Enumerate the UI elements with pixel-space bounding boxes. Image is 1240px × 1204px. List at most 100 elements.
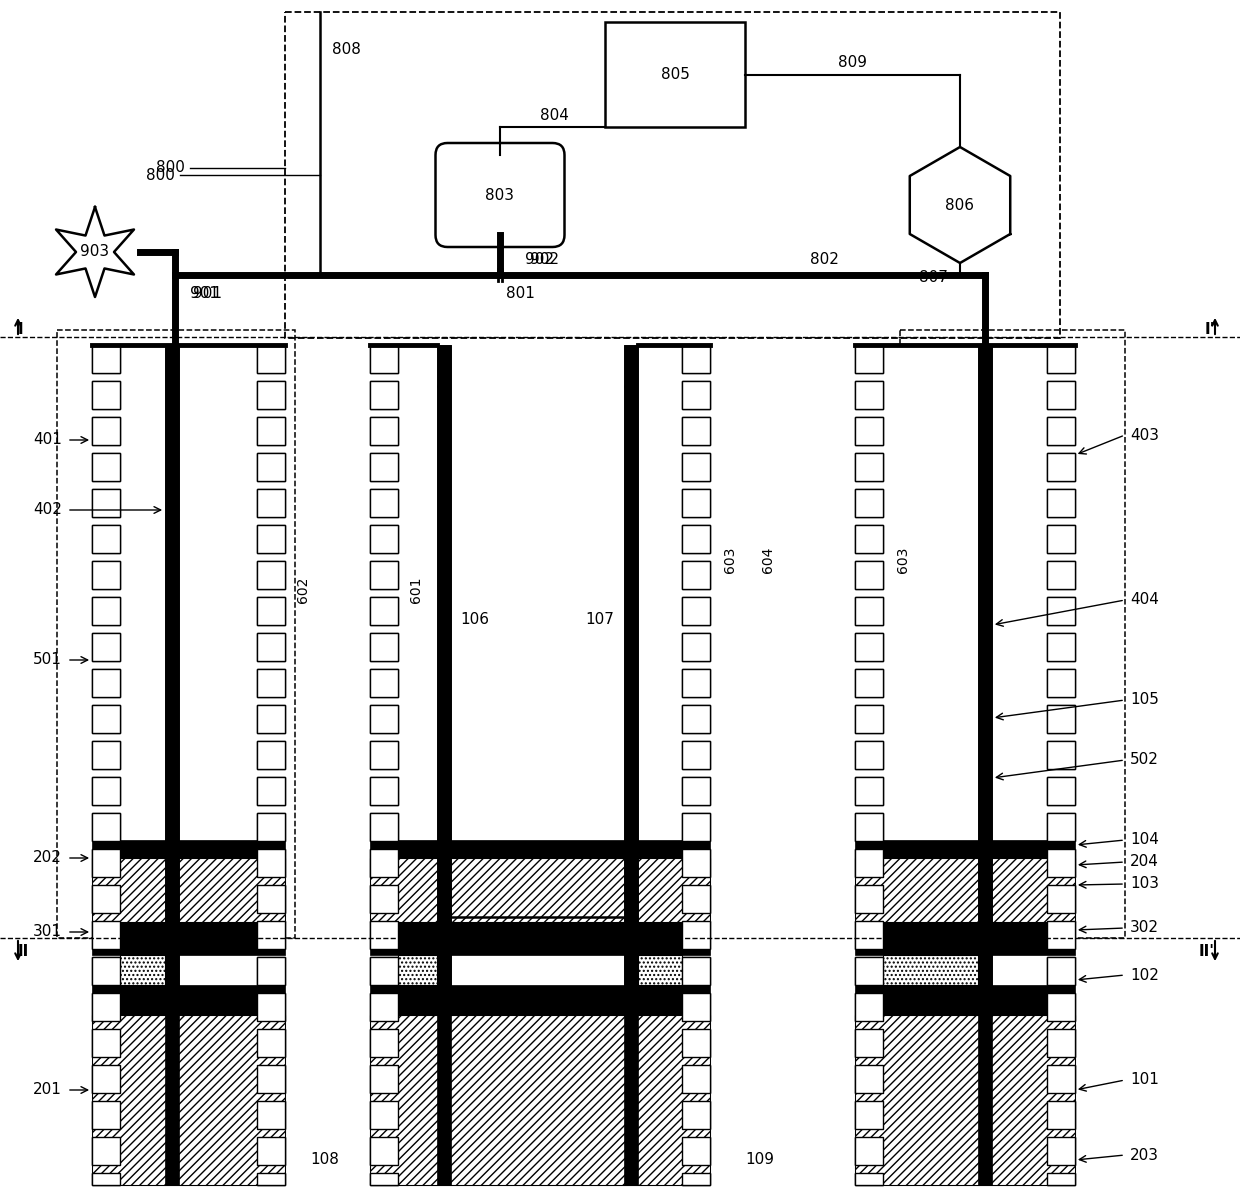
- Bar: [682, 633, 711, 661]
- Bar: [1047, 561, 1075, 589]
- Bar: [682, 669, 711, 697]
- Bar: [257, 706, 285, 733]
- Bar: [370, 453, 398, 482]
- Bar: [856, 417, 883, 445]
- Bar: [257, 453, 285, 482]
- Bar: [257, 380, 285, 409]
- Bar: [856, 525, 883, 553]
- Bar: [92, 921, 120, 949]
- Bar: [682, 1137, 711, 1165]
- Bar: [370, 957, 398, 985]
- Text: 806: 806: [945, 197, 975, 212]
- Bar: [856, 993, 883, 1021]
- Bar: [682, 1066, 711, 1093]
- Bar: [370, 1137, 398, 1165]
- Bar: [370, 346, 398, 373]
- Bar: [1047, 740, 1075, 769]
- Bar: [165, 346, 179, 1185]
- Bar: [1047, 1173, 1075, 1185]
- Bar: [682, 777, 711, 805]
- Bar: [682, 633, 711, 661]
- Text: 101: 101: [1130, 1073, 1159, 1087]
- Bar: [856, 1066, 883, 1093]
- Bar: [682, 489, 711, 517]
- Bar: [1047, 346, 1075, 373]
- Bar: [370, 561, 398, 589]
- Bar: [370, 380, 398, 409]
- Bar: [856, 346, 1075, 1185]
- Bar: [92, 921, 120, 949]
- Bar: [856, 849, 883, 877]
- Bar: [1047, 453, 1075, 482]
- Text: 203: 203: [1130, 1147, 1159, 1163]
- Bar: [856, 525, 883, 553]
- Bar: [257, 1137, 285, 1165]
- Bar: [978, 346, 992, 1185]
- Bar: [1047, 813, 1075, 842]
- Bar: [856, 453, 883, 482]
- Bar: [92, 633, 120, 661]
- Bar: [682, 597, 711, 625]
- Text: 301: 301: [33, 925, 62, 939]
- Bar: [370, 346, 398, 373]
- Bar: [370, 706, 398, 733]
- Bar: [370, 1066, 398, 1093]
- Bar: [92, 922, 285, 955]
- Bar: [682, 597, 711, 625]
- Bar: [856, 813, 883, 842]
- Bar: [856, 921, 883, 949]
- Bar: [1047, 885, 1075, 913]
- Bar: [1047, 777, 1075, 805]
- Bar: [682, 380, 711, 409]
- Bar: [1047, 525, 1075, 553]
- Bar: [165, 346, 179, 1185]
- Bar: [856, 561, 883, 589]
- Bar: [370, 346, 711, 1185]
- Text: 107: 107: [585, 613, 615, 627]
- Bar: [257, 849, 285, 877]
- Text: 902: 902: [525, 252, 554, 266]
- Bar: [370, 922, 711, 955]
- Bar: [624, 346, 639, 1185]
- Bar: [92, 1015, 285, 1185]
- Bar: [1047, 921, 1075, 949]
- Bar: [682, 993, 711, 1021]
- Bar: [682, 417, 711, 445]
- Bar: [370, 380, 398, 409]
- Bar: [682, 1100, 711, 1129]
- Bar: [1047, 525, 1075, 553]
- Bar: [257, 885, 285, 913]
- Bar: [624, 346, 639, 1185]
- Text: II': II': [1199, 944, 1215, 960]
- Bar: [856, 633, 883, 661]
- Bar: [856, 346, 883, 373]
- Bar: [1047, 777, 1075, 805]
- Text: 201: 201: [33, 1082, 62, 1098]
- Text: 807: 807: [919, 271, 949, 285]
- Bar: [257, 1173, 285, 1185]
- Bar: [92, 453, 120, 482]
- Bar: [257, 957, 285, 985]
- Bar: [92, 489, 120, 517]
- Bar: [1047, 1100, 1075, 1129]
- Bar: [682, 1066, 711, 1093]
- Bar: [92, 669, 120, 697]
- Bar: [1047, 706, 1075, 733]
- Bar: [257, 380, 285, 409]
- Text: 501: 501: [33, 653, 62, 667]
- Bar: [257, 417, 285, 445]
- Bar: [257, 417, 285, 445]
- Bar: [682, 777, 711, 805]
- Bar: [1047, 633, 1075, 661]
- Bar: [682, 453, 711, 482]
- Bar: [257, 346, 285, 373]
- Bar: [1047, 957, 1075, 985]
- Bar: [370, 840, 711, 858]
- Text: 104: 104: [1130, 832, 1159, 848]
- Text: 108: 108: [310, 1152, 340, 1168]
- Text: 603: 603: [897, 547, 910, 573]
- Bar: [92, 1100, 120, 1129]
- Bar: [92, 740, 120, 769]
- Bar: [856, 380, 883, 409]
- Bar: [370, 525, 398, 553]
